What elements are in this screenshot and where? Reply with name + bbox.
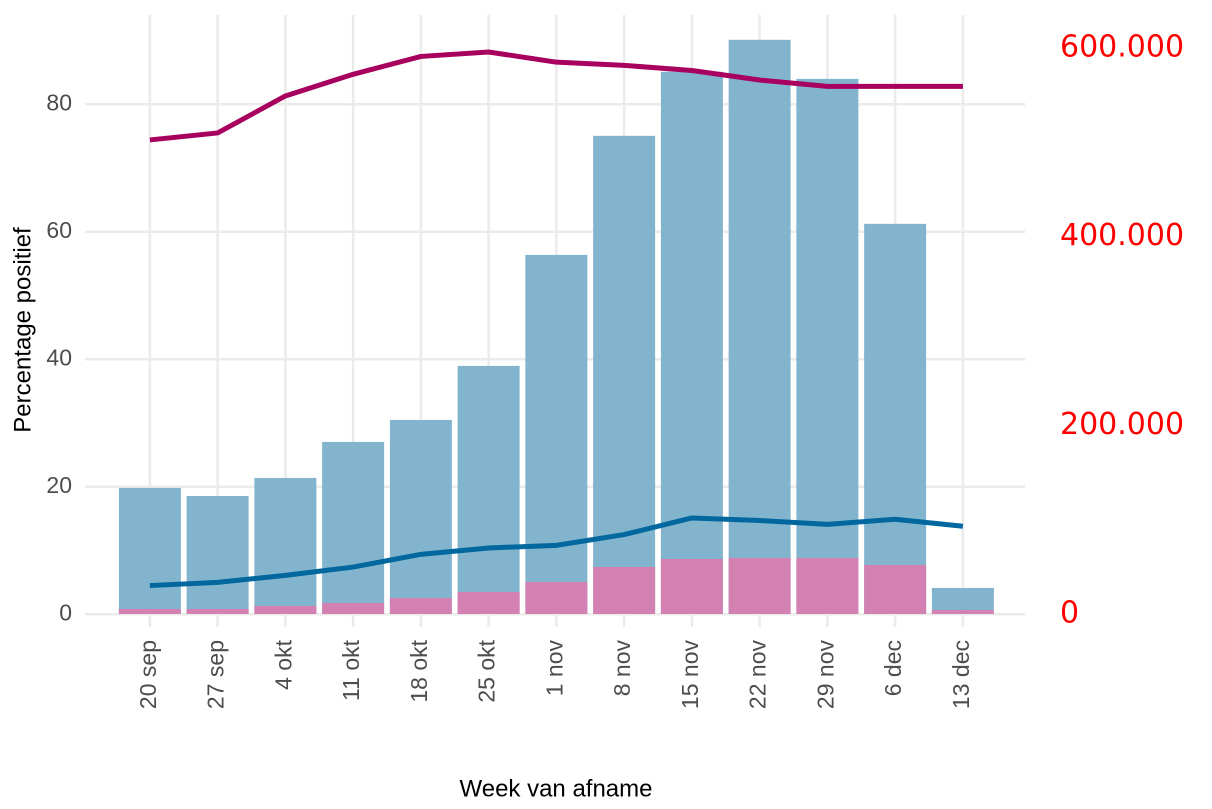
bar: [322, 602, 385, 614]
bar: [118, 608, 181, 614]
y-axis-title: Percentage positief: [9, 227, 36, 433]
y2-tick-label: 400.000: [1060, 218, 1184, 253]
y2-tick-label: 200.000: [1060, 407, 1184, 442]
y-tick-label: 0: [59, 599, 72, 625]
x-tick-label: 22 nov: [745, 640, 771, 710]
y-tick-label: 80: [46, 89, 72, 115]
bar: [864, 223, 927, 614]
bar: [864, 564, 927, 614]
bar: [796, 557, 859, 614]
x-tick-label: 6 dec: [880, 640, 906, 696]
bar: [322, 441, 385, 614]
bar: [389, 597, 452, 614]
x-tick-label: 13 dec: [948, 640, 974, 709]
bar: [254, 477, 317, 614]
bar: [931, 610, 994, 614]
bar: [254, 605, 317, 614]
bar: [389, 419, 452, 614]
x-tick-label: 11 okt: [338, 639, 364, 701]
x-tick-label: 8 nov: [609, 640, 635, 697]
bar: [457, 592, 520, 614]
bar: [457, 365, 520, 614]
bar: [186, 608, 249, 614]
x-tick-label: 29 nov: [812, 640, 838, 710]
line: [149, 49, 963, 143]
bar: [118, 487, 181, 614]
x-tick-label: 1 nov: [541, 640, 567, 697]
y2-tick-label: 600.000: [1060, 30, 1184, 65]
y-tick-label: 40: [46, 344, 72, 370]
bar: [728, 39, 791, 614]
bar: [728, 557, 791, 614]
bar: [796, 78, 859, 614]
x-tick-label: 15 nov: [677, 640, 703, 710]
x-tick-label: 4 okt: [270, 639, 296, 689]
bar: [660, 558, 723, 614]
bar: [186, 495, 249, 614]
bar: [931, 587, 994, 614]
bar: [525, 582, 588, 614]
x-axis-title: Week van afname: [460, 775, 653, 802]
y2-tick-label: 0: [1060, 595, 1079, 630]
x-tick-label: 20 sep: [135, 640, 161, 709]
line: [149, 515, 964, 589]
bar: [525, 254, 588, 614]
y-tick-label: 20: [46, 472, 72, 498]
y-tick-label: 60: [46, 217, 72, 243]
x-tick-label: 27 sep: [203, 640, 229, 709]
bar: [593, 135, 656, 614]
bar: [660, 71, 723, 614]
x-tick-label: 18 okt: [406, 639, 432, 702]
x-tick-label: 25 okt: [474, 639, 500, 702]
bar: [593, 567, 656, 614]
